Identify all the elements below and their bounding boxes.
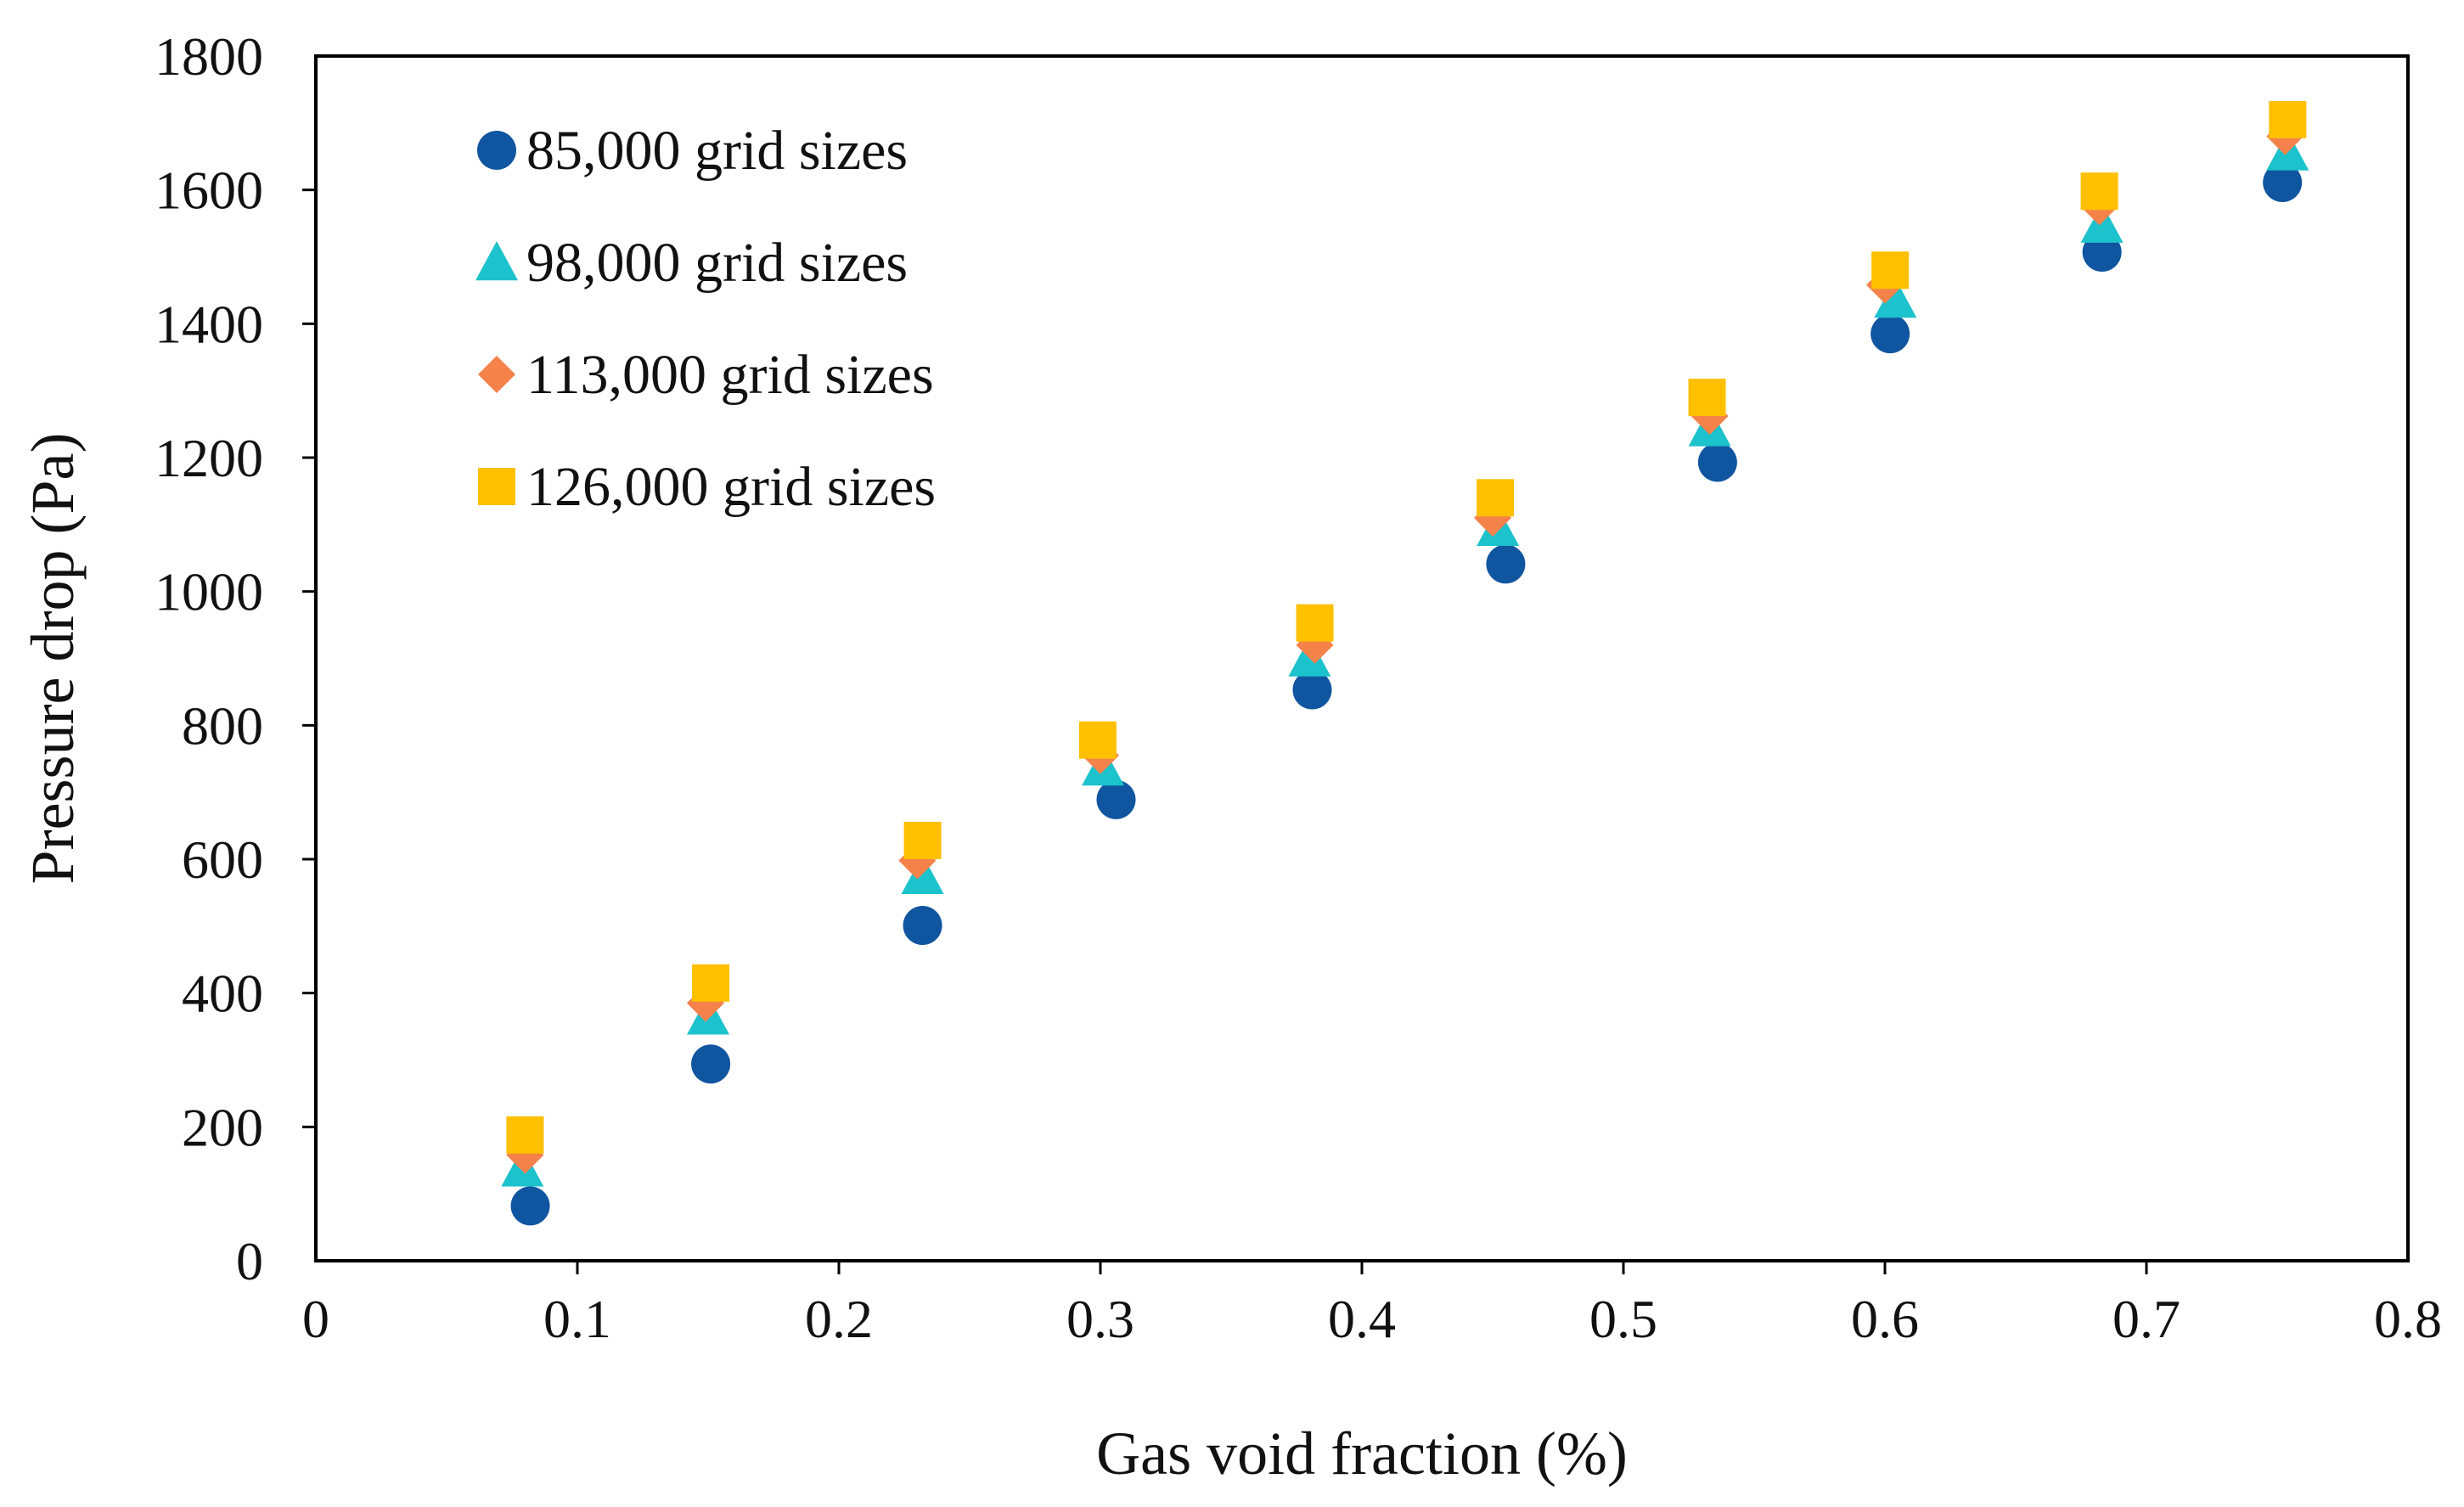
y-tick-label: 800 xyxy=(182,695,263,756)
data-point-series-4 xyxy=(903,821,942,859)
data-point-series-4 xyxy=(2269,100,2307,138)
x-tick-label: 0.4 xyxy=(1328,1289,1396,1349)
x-tick-label: 0.2 xyxy=(805,1289,873,1349)
data-point-series-2 xyxy=(2080,203,2124,243)
x-tick-label: 0.1 xyxy=(543,1289,611,1349)
data-point-series-1 xyxy=(691,1044,731,1084)
x-tick-label: 0.5 xyxy=(1589,1289,1657,1349)
data-point-series-1 xyxy=(1292,670,1332,710)
legend-label: 85,000 grid sizes xyxy=(526,120,908,182)
data-point-series-4 xyxy=(1477,479,1515,517)
data-point-series-1 xyxy=(510,1186,550,1226)
data-point-series-4 xyxy=(1078,721,1117,759)
legend-marker xyxy=(478,468,515,505)
y-tick-label: 400 xyxy=(182,964,263,1024)
legend-label: 113,000 grid sizes xyxy=(526,344,934,406)
legend: 85,000 grid sizes 98,000 grid sizes 113,00… xyxy=(475,120,936,518)
series-4 xyxy=(506,100,2307,1154)
legend-item: 98,000 grid sizes xyxy=(475,232,908,294)
legend-label: 98,000 grid sizes xyxy=(526,232,908,294)
y-tick-label: 1200 xyxy=(155,428,263,488)
data-point-series-2 xyxy=(901,854,944,894)
series-1 xyxy=(510,162,2303,1226)
data-point-series-4 xyxy=(1688,379,1726,417)
legend-item: 85,000 grid sizes xyxy=(477,120,908,182)
legend-marker xyxy=(478,356,515,393)
data-point-series-4 xyxy=(1296,604,1334,642)
y-axis-ticks: 0 200 400 600 800 1000 1200 1400 1600 1800 xyxy=(155,26,316,1291)
x-tick-label: 0 xyxy=(302,1289,329,1349)
legend-item: 126,000 grid sizes xyxy=(478,456,936,518)
legend-item: 113,000 grid sizes xyxy=(478,344,934,406)
y-axis-title: Pressure drop (Pa) xyxy=(19,433,87,885)
data-point-series-4 xyxy=(1871,251,1910,290)
data-point-series-2 xyxy=(1874,278,1917,318)
y-tick-label: 600 xyxy=(182,829,263,890)
y-tick-label: 1400 xyxy=(155,294,263,354)
data-point-series-4 xyxy=(692,964,730,1002)
legend-marker xyxy=(475,241,518,281)
data-point-series-4 xyxy=(506,1116,544,1154)
data-marks xyxy=(501,100,2309,1226)
data-point-series-1 xyxy=(2263,162,2303,202)
data-point-series-4 xyxy=(2080,172,2118,211)
data-point-series-1 xyxy=(1697,442,1737,482)
data-point-series-1 xyxy=(903,906,942,946)
data-point-series-1 xyxy=(1486,544,1526,584)
x-tick-label: 0.6 xyxy=(1851,1289,1919,1349)
x-tick-label: 0.3 xyxy=(1066,1289,1134,1349)
legend-marker xyxy=(477,131,516,170)
y-tick-label: 0 xyxy=(236,1231,263,1291)
x-tick-label: 0.8 xyxy=(2374,1289,2442,1349)
data-point-series-1 xyxy=(1871,314,1910,354)
y-tick-label: 1000 xyxy=(155,562,263,622)
legend-label: 126,000 grid sizes xyxy=(526,456,936,518)
x-axis-title: Gas void fraction (%) xyxy=(1096,1420,1628,1487)
x-tick-label: 0.7 xyxy=(2112,1289,2180,1349)
y-tick-label: 1600 xyxy=(155,160,263,221)
data-point-series-1 xyxy=(1096,779,1136,819)
y-tick-label: 1800 xyxy=(155,26,263,87)
y-tick-label: 200 xyxy=(182,1097,263,1157)
x-axis-ticks: 0 0.1 0.2 0.3 0.4 0.5 0.6 0.7 0.8 xyxy=(302,1261,2442,1349)
